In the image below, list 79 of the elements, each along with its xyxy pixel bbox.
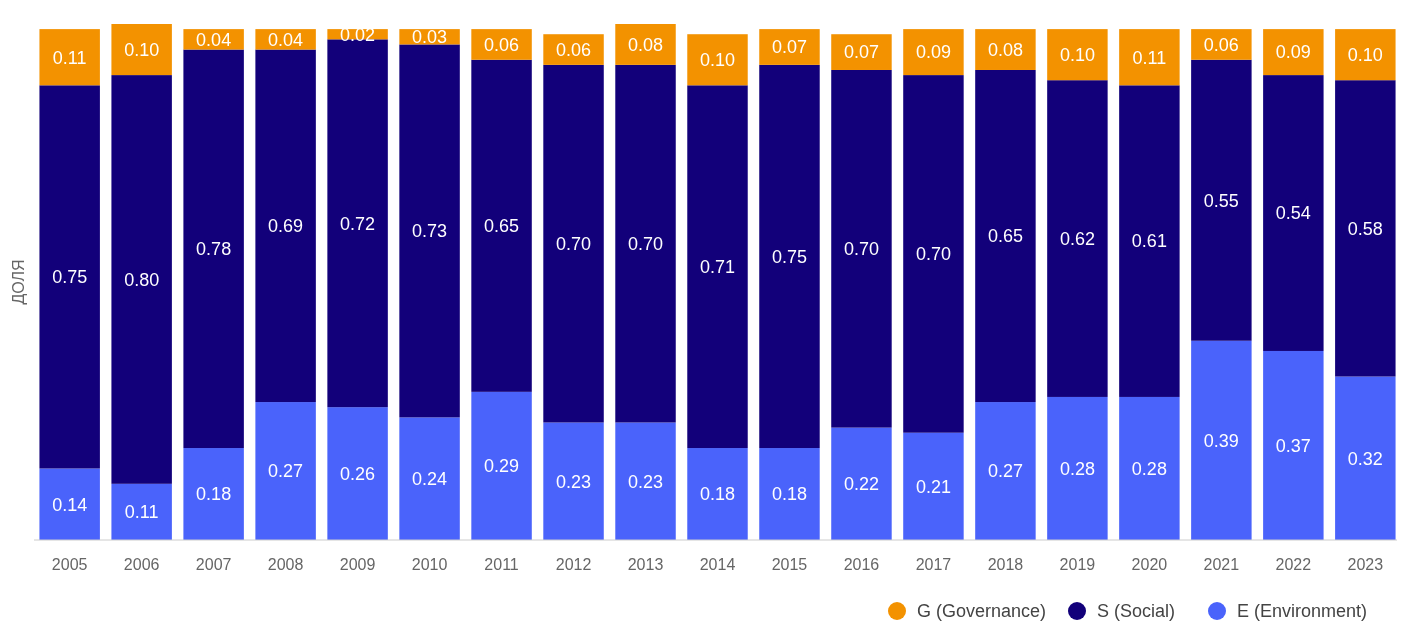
x-tick-label: 2013 <box>627 556 664 573</box>
data-label: 0.06 <box>1203 34 1239 55</box>
data-label: 0.09 <box>915 42 951 63</box>
data-label: 0.28 <box>1131 458 1167 479</box>
legend-label: E (Environment) <box>1237 601 1368 621</box>
x-tick-label: 2019 <box>1059 556 1096 573</box>
y-axis-title: ДОЛЯ <box>10 259 27 305</box>
data-label: 0.18 <box>196 484 232 505</box>
data-label: 0.11 <box>124 502 159 523</box>
data-label: 0.27 <box>987 461 1023 482</box>
data-label: 0.54 <box>1275 203 1311 224</box>
data-label: 0.26 <box>340 463 376 484</box>
data-label: 0.70 <box>556 233 592 254</box>
x-tick-label: 2011 <box>484 556 519 573</box>
data-label: 0.39 <box>1203 430 1239 451</box>
x-tick-label: 2021 <box>1203 556 1240 573</box>
data-label: 0.70 <box>915 244 951 265</box>
legend-label: G (Governance) <box>917 601 1047 621</box>
x-tick-label: 2014 <box>699 556 736 573</box>
data-label: 0.06 <box>484 34 520 55</box>
data-label: 0.70 <box>628 233 664 254</box>
x-tick-label: 2022 <box>1275 556 1312 573</box>
x-tick-label: 2008 <box>267 556 304 573</box>
data-label: 0.71 <box>699 256 736 277</box>
data-label: 0.65 <box>987 226 1023 247</box>
data-label: 0.06 <box>556 39 592 60</box>
data-label: 0.18 <box>699 484 736 505</box>
data-label: 0.75 <box>771 246 807 267</box>
x-tick-label: 2023 <box>1347 556 1384 573</box>
data-label: 0.28 <box>1059 458 1095 479</box>
data-label: 0.07 <box>843 42 879 63</box>
x-tick-label: 2009 <box>339 556 376 573</box>
x-tick-label: 2020 <box>1131 556 1168 573</box>
data-label: 0.37 <box>1275 435 1311 456</box>
legend-label: S (Social) <box>1097 601 1176 621</box>
data-label: 0.29 <box>484 456 520 477</box>
data-label: 0.70 <box>843 239 879 260</box>
data-label: 0.09 <box>1275 42 1311 63</box>
data-label: 0.32 <box>1347 448 1383 469</box>
data-label: 0.73 <box>412 221 448 242</box>
data-label: 0.24 <box>412 468 448 489</box>
data-label: 0.11 <box>1132 47 1167 68</box>
data-label: 0.18 <box>771 484 807 505</box>
data-label: 0.23 <box>556 471 592 492</box>
data-label: 0.22 <box>843 474 879 495</box>
data-label: 0.61 <box>1131 231 1167 252</box>
data-label: 0.04 <box>268 29 304 50</box>
data-label: 0.58 <box>1347 218 1383 239</box>
data-label: 0.08 <box>628 34 664 55</box>
data-label: 0.10 <box>1059 44 1095 65</box>
x-tick-label: 2010 <box>411 556 448 573</box>
x-tick-label: 2007 <box>195 556 232 573</box>
data-label: 0.75 <box>52 267 88 288</box>
data-label: 0.27 <box>268 461 304 482</box>
x-tick-label: 2006 <box>123 556 160 573</box>
data-label: 0.23 <box>628 471 664 492</box>
x-tick-label: 2016 <box>843 556 880 573</box>
data-label: 0.04 <box>196 29 232 50</box>
data-label: 0.78 <box>196 239 232 260</box>
data-label: 0.69 <box>268 216 304 237</box>
data-label: 0.10 <box>124 39 160 60</box>
data-label: 0.62 <box>1059 228 1095 249</box>
data-label: 0.55 <box>1203 190 1239 211</box>
x-tick-label: 2018 <box>987 556 1024 573</box>
data-label: 0.65 <box>484 216 520 237</box>
data-label: 0.72 <box>340 213 376 234</box>
data-label: 0.14 <box>52 494 88 515</box>
x-tick-label: 2005 <box>51 556 88 573</box>
data-label: 0.03 <box>412 27 448 48</box>
x-tick-label: 2012 <box>555 556 592 573</box>
data-label: 0.10 <box>1347 44 1383 65</box>
data-label: 0.07 <box>771 37 807 58</box>
data-label: 0.11 <box>52 47 87 68</box>
data-label: 0.10 <box>699 50 736 71</box>
data-label: 0.08 <box>987 39 1023 60</box>
x-tick-label: 2017 <box>915 556 952 573</box>
data-label: 0.21 <box>915 476 951 497</box>
data-label: 0.80 <box>124 269 160 290</box>
x-tick-label: 2015 <box>771 556 808 573</box>
